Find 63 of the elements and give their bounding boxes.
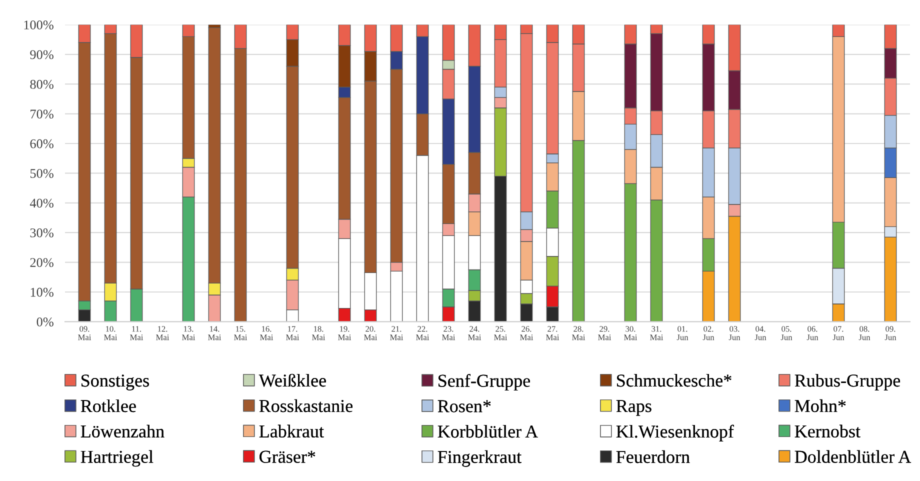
y-tick-label: 10%	[30, 288, 54, 297]
x-tick-label: 11. Mai	[130, 326, 144, 340]
legend-label: Sonstiges	[82, 374, 149, 390]
x-tick-label: 04. Jun	[754, 326, 766, 340]
x-tick-label: 18. Mai	[312, 326, 326, 340]
legend-label: Mohn*	[794, 399, 846, 412]
legend-label: Kl.Wiesenknopf	[616, 424, 734, 442]
x-tick-label: 02. Jun	[702, 326, 714, 340]
x-tick-label: 10. Mai	[104, 326, 118, 340]
legend-label: Senf-Gruppe	[438, 374, 530, 391]
legend-label: Fingerkraut	[438, 450, 522, 467]
x-tick-label: 22. Mai	[416, 326, 430, 340]
x-tick-label: 01. Jun	[676, 326, 688, 340]
legend-label: Rosen*	[438, 400, 491, 412]
y-tick-label: 20%	[30, 258, 54, 268]
x-tick-label: 03. Jun	[728, 326, 740, 340]
legend-label: Rosskastanie	[259, 399, 352, 412]
x-tick-label: 29. Mai	[598, 326, 612, 340]
y-tick-label: 90%	[30, 50, 54, 60]
legend-label: Rotklee	[80, 399, 136, 412]
x-tick-label: 31. Mai	[650, 326, 664, 340]
y-tick-label: 80%	[30, 80, 54, 89]
y-tick-label: 40%	[30, 198, 54, 208]
x-tick-label: 30. Mai	[624, 326, 638, 340]
y-tick-label: 30%	[30, 228, 54, 238]
x-tick-label: 09. Jun	[884, 326, 896, 340]
legend-label: Doldenblütler A	[794, 450, 912, 463]
x-tick-label: 27. Mai	[546, 326, 560, 340]
legend-label: Labkraut	[259, 424, 324, 438]
x-tick-label: 16. Mai	[260, 326, 274, 340]
legend-label: Kernobst	[794, 424, 860, 438]
x-tick-label: 26. Mai	[520, 326, 534, 340]
x-tick-label: 13. Mai	[182, 326, 196, 340]
x-tick-label: 06. Jun	[806, 326, 818, 340]
legend-label: Weißklee	[258, 374, 326, 387]
x-tick-label: 25. Mai	[494, 326, 508, 340]
x-tick-label: 07. Jun	[832, 326, 844, 340]
y-tick-label: 70%	[30, 110, 54, 119]
x-tick-label: 24. Mai	[468, 326, 482, 340]
x-tick-label: 08. Jun	[858, 326, 870, 340]
legend-label: Korbblütler A	[438, 424, 538, 438]
y-tick-label: 0%	[36, 318, 54, 326]
legend-label: Hartriegel	[80, 450, 154, 467]
x-tick-label: 21. Mai	[390, 326, 404, 340]
x-tick-label: 23. Mai	[442, 326, 456, 340]
x-tick-label: 09. Mai	[78, 326, 92, 340]
y-tick-label: 50%	[30, 169, 54, 178]
y-tick-label: 60%	[30, 139, 54, 148]
x-tick-label: 14. Mai	[208, 326, 222, 340]
legend-label: Schmuckesche*	[617, 374, 732, 387]
legend-label: Rubus-Gruppe	[794, 374, 900, 390]
x-tick-label: 05. Jun	[780, 326, 792, 340]
x-tick-label: 12. Mai	[156, 326, 170, 340]
legend-label: Löwenzahn	[80, 424, 164, 438]
x-tick-label: 19. Mai	[338, 326, 352, 340]
x-tick-label: 15. Mai	[234, 326, 248, 340]
x-tick-label: 20. Mai	[364, 326, 378, 340]
x-tick-label: 28. Mai	[572, 326, 586, 340]
legend-label: Raps	[616, 400, 652, 416]
x-tick-label: 17. Mai	[286, 326, 300, 340]
y-tick-label: 100%	[24, 20, 54, 30]
legend-label: Feuerdorn	[616, 450, 690, 464]
legend-label: Gräser*	[260, 450, 316, 463]
